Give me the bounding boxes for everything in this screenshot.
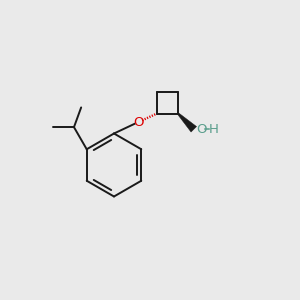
Text: O: O	[133, 116, 143, 129]
Text: O: O	[196, 123, 207, 136]
Polygon shape	[178, 113, 196, 132]
Text: H: H	[209, 123, 218, 136]
